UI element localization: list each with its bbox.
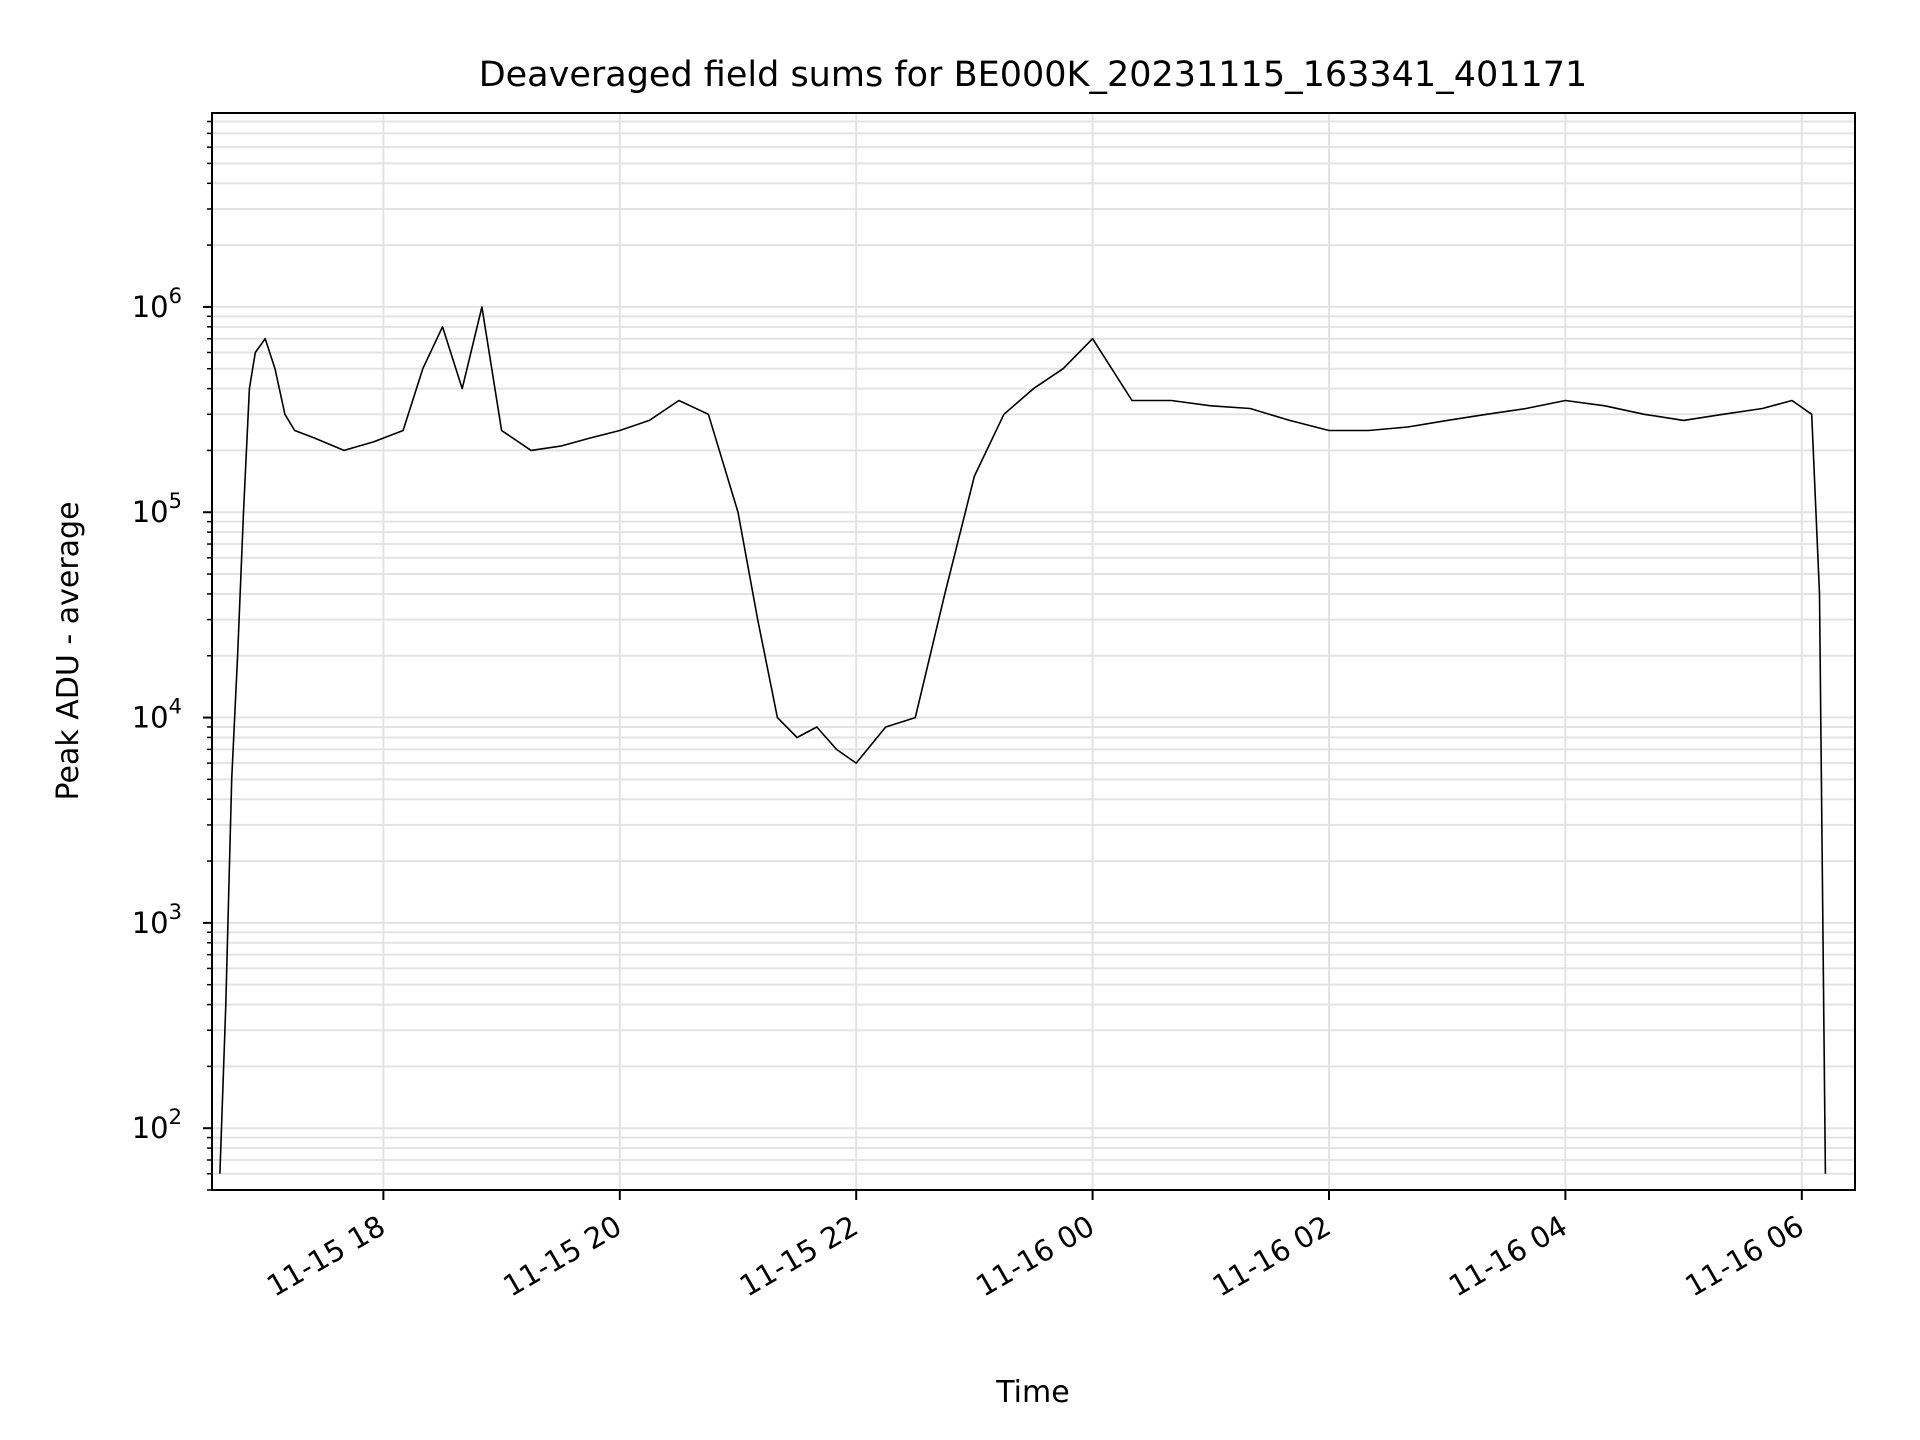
grid-lines xyxy=(212,113,1855,1191)
y-tick-label: 105 xyxy=(132,489,182,529)
y-tick-label: 102 xyxy=(132,1105,182,1145)
x-axis-title: Time xyxy=(995,1375,1069,1410)
y-tick-label: 103 xyxy=(132,900,182,940)
y-axis-title: Peak ADU - average xyxy=(51,501,86,800)
y-tick-label: 106 xyxy=(132,284,182,324)
y-tick-label: 104 xyxy=(132,695,182,735)
series-line xyxy=(219,306,1827,1174)
chart-title: Deaveraged field sums for BE000K_2023111… xyxy=(479,55,1588,95)
plot-frame xyxy=(211,112,1856,1191)
data-series xyxy=(219,306,1827,1174)
